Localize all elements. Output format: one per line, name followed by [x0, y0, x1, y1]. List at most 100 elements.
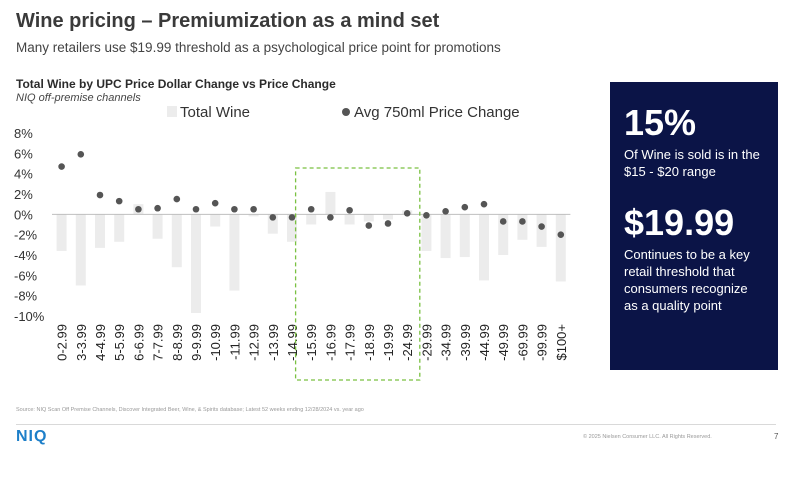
x-tick-label: -49.99 — [496, 324, 511, 361]
chart-title: Total Wine by UPC Price Dollar Change vs… — [16, 77, 336, 91]
price-change-point — [231, 205, 238, 213]
x-tick-label: 0-2.99 — [55, 324, 70, 361]
y-tick-label: 6% — [14, 146, 33, 161]
price-change-point — [115, 197, 123, 205]
price-change-point — [192, 205, 200, 213]
x-tick-label: 7-7.99 — [151, 324, 166, 361]
bar — [421, 214, 432, 251]
bar — [459, 214, 470, 258]
price-change-point — [346, 206, 353, 214]
price-change-point — [461, 203, 469, 211]
price-change-point — [135, 205, 142, 213]
stat-price-description: Continues to be a key retail threshold t… — [624, 247, 750, 313]
y-tick-label: -10% — [14, 309, 45, 324]
price-change-point — [288, 214, 296, 221]
bar — [440, 214, 451, 259]
price-change-point — [307, 205, 315, 213]
dot-series — [58, 151, 565, 238]
bar — [479, 214, 489, 281]
price-change-point — [423, 212, 430, 219]
y-tick-label: 4% — [14, 167, 33, 182]
bar — [75, 214, 86, 286]
x-tick-label: -15.99 — [304, 324, 319, 361]
x-tick-label: -39.99 — [458, 324, 473, 361]
bar — [152, 214, 163, 239]
price-change-point — [96, 191, 104, 199]
legend-swatch-total-wine — [167, 106, 177, 117]
stat-price: $19.99 — [624, 202, 735, 243]
x-tick-label: $100+ — [554, 324, 569, 361]
x-tick-label: -19.99 — [381, 324, 396, 361]
x-tick-label: -17.99 — [343, 324, 358, 361]
bar — [383, 214, 393, 220]
y-tick-label: -4% — [14, 248, 38, 263]
bar — [114, 214, 125, 242]
source-note: Source: NIQ Scan Off Premise Channels, D… — [16, 407, 364, 413]
bar — [267, 214, 278, 234]
x-tick-label: 9-9.99 — [189, 324, 204, 361]
x-tick-label: -12.99 — [247, 324, 262, 361]
stat-percent: 15% — [624, 102, 697, 143]
x-tick-label: -11.99 — [227, 324, 242, 360]
bar — [171, 214, 182, 268]
price-change-point — [557, 231, 565, 238]
y-tick-label: -2% — [14, 228, 38, 243]
legend-swatch-price-change — [342, 108, 350, 116]
bar — [191, 214, 201, 313]
copyright-text: © 2025 Nielsen Consumer LLC. All Rights … — [583, 434, 712, 440]
x-tick-label: 6-6.99 — [131, 324, 146, 361]
price-change-point — [384, 220, 392, 227]
bar-series — [56, 191, 566, 313]
x-tick-label: -10.99 — [208, 324, 223, 361]
footer-divider — [16, 424, 776, 425]
bar — [306, 214, 317, 225]
bar — [498, 214, 509, 255]
slide-title: Wine pricing – Premiumization as a mind … — [16, 10, 440, 32]
price-change-point — [154, 204, 161, 212]
price-change-point — [269, 214, 277, 221]
x-tick-label: -13.99 — [266, 324, 281, 361]
price-change-point — [365, 222, 373, 229]
bar — [210, 214, 221, 227]
combo-chart: Total Wine Avg 750ml Price Change 8% 6% 4%… — [14, 104, 571, 381]
price-change-point — [499, 218, 507, 225]
bar — [56, 214, 67, 251]
y-axis: 8% 6% 4% 2% 0% -2% -4% -6% -8% -10% — [14, 126, 45, 324]
x-tick-label: -18.99 — [362, 324, 377, 361]
chart-subtitle: NIQ off-premise channels — [16, 92, 141, 104]
x-tick-label: -69.99 — [515, 324, 530, 361]
x-tick-label: -14.99 — [285, 324, 300, 361]
stat-percent-description: Of Wine is sold is in the $15 - $20 rang… — [624, 147, 760, 179]
price-change-point — [480, 200, 488, 208]
price-change-point — [211, 199, 219, 207]
x-tick-label: -44.99 — [477, 324, 492, 361]
bar — [325, 191, 336, 215]
callout-panel: 15% Of Wine is sold is in the $15 - $20 … — [610, 82, 778, 370]
bar — [536, 214, 547, 247]
page-number: 7 — [774, 432, 779, 441]
x-tick-label: -34.99 — [439, 324, 454, 361]
bar — [517, 214, 528, 240]
niq-logo: NIQ — [16, 428, 48, 445]
price-change-point — [77, 151, 85, 158]
price-change-point — [519, 218, 526, 225]
price-change-point — [403, 210, 411, 217]
chart-legend: Total Wine Avg 750ml Price Change — [167, 104, 520, 121]
bar — [95, 214, 105, 248]
price-change-point — [58, 163, 65, 170]
price-change-point — [250, 205, 257, 213]
x-tick-label: -99.99 — [535, 324, 550, 361]
price-change-point — [538, 223, 545, 230]
y-tick-label: 2% — [14, 187, 33, 202]
legend-label-total-wine: Total Wine — [180, 104, 250, 121]
x-tick-label: 4-4.99 — [93, 324, 108, 361]
x-tick-label: -29.99 — [419, 324, 434, 361]
bar — [287, 214, 297, 242]
bar — [248, 214, 259, 217]
x-tick-label: -24.99 — [400, 324, 415, 361]
x-tick-label: 5-5.99 — [112, 324, 127, 361]
bar — [344, 214, 355, 225]
x-tick-label: 3-3.99 — [74, 324, 89, 361]
x-tick-label: 8-8.99 — [170, 324, 185, 361]
slide-subtitle: Many retailers use $19.99 threshold as a… — [16, 40, 501, 55]
